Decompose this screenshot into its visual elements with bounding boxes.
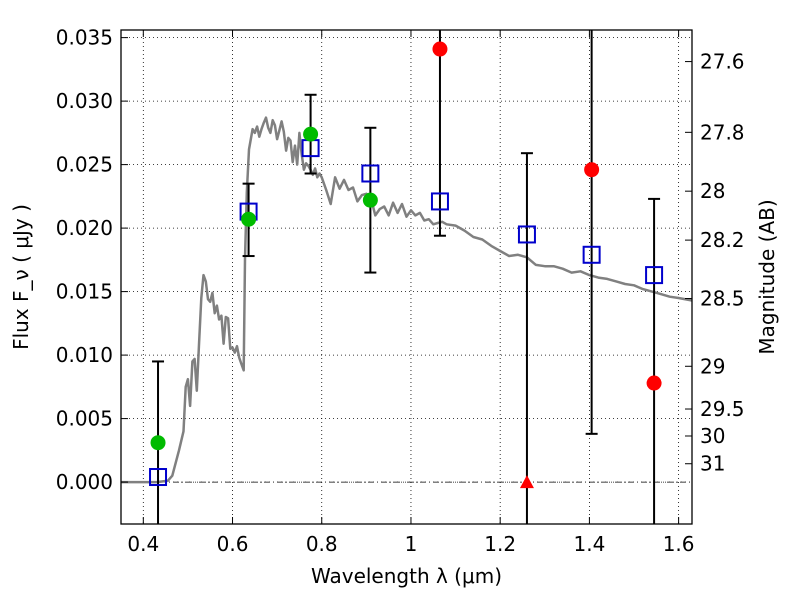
mag-tick-label: 29 bbox=[700, 354, 725, 378]
measured-point bbox=[362, 192, 378, 208]
y-tick-label: 0.015 bbox=[56, 280, 113, 304]
y-tick-label: 0.005 bbox=[56, 407, 113, 431]
y-tick-label: 0.030 bbox=[56, 89, 113, 113]
y-axis-label-right: Magnitude (AB) bbox=[755, 199, 779, 354]
mag-tick-label: 28.5 bbox=[700, 287, 745, 311]
x-tick-label: 0.4 bbox=[127, 532, 159, 556]
measured-point bbox=[303, 126, 319, 142]
model-photometry-point bbox=[517, 225, 536, 244]
x-tick-label: 0.6 bbox=[217, 532, 249, 556]
x-tick-label: 1 bbox=[405, 532, 418, 556]
mag-tick-label: 29.5 bbox=[700, 397, 745, 421]
axis-ticks: 0.4 0.6 0.8 1 1.2 1.4 1.6 0.000 0.005 0.010 0.015 0… bbox=[56, 26, 745, 556]
y-tick-label: 0.025 bbox=[56, 153, 113, 177]
measured-point bbox=[432, 41, 448, 57]
measured-photometry-series bbox=[150, 41, 662, 489]
plot-frame bbox=[120, 29, 693, 525]
mag-tick-label: 28 bbox=[700, 179, 725, 203]
y-tick-label: 0.020 bbox=[56, 216, 113, 240]
model-photometry-point bbox=[645, 266, 664, 285]
model-sed-series bbox=[121, 116, 693, 484]
x-tick-label: 1.4 bbox=[573, 532, 605, 556]
mag-tick-label: 31 bbox=[700, 452, 725, 476]
measured-point bbox=[646, 375, 662, 391]
x-tick-label: 1.6 bbox=[663, 532, 695, 556]
model-photometry-point bbox=[430, 192, 449, 211]
grid bbox=[121, 30, 692, 524]
model-photometry-point bbox=[582, 245, 601, 264]
mag-tick-label: 27.6 bbox=[700, 50, 745, 74]
model-photometry-point bbox=[361, 164, 380, 183]
model-photometry-series bbox=[149, 139, 664, 487]
x-tick-label: 0.8 bbox=[306, 532, 338, 556]
model-photometry-point bbox=[149, 468, 168, 487]
model-sed-line bbox=[121, 116, 693, 484]
y-tick-label: 0.000 bbox=[56, 470, 113, 494]
x-tick-label: 1.2 bbox=[484, 532, 516, 556]
y-tick-label: 0.035 bbox=[56, 26, 113, 50]
mag-tick-label: 27.8 bbox=[700, 120, 745, 144]
y-tick-label: 0.010 bbox=[56, 343, 113, 367]
measured-upper-limit-marker bbox=[519, 475, 534, 489]
mag-tick-label: 28.2 bbox=[700, 228, 745, 252]
x-axis-label: Wavelength λ (μm) bbox=[311, 564, 502, 588]
y-axis-label: Flux F_ν ( μJy ) bbox=[9, 204, 33, 350]
measured-point bbox=[241, 211, 257, 227]
measured-point bbox=[150, 435, 166, 451]
error-bars bbox=[152, 30, 661, 524]
mag-tick-label: 30 bbox=[700, 424, 725, 448]
measured-point bbox=[584, 162, 600, 178]
